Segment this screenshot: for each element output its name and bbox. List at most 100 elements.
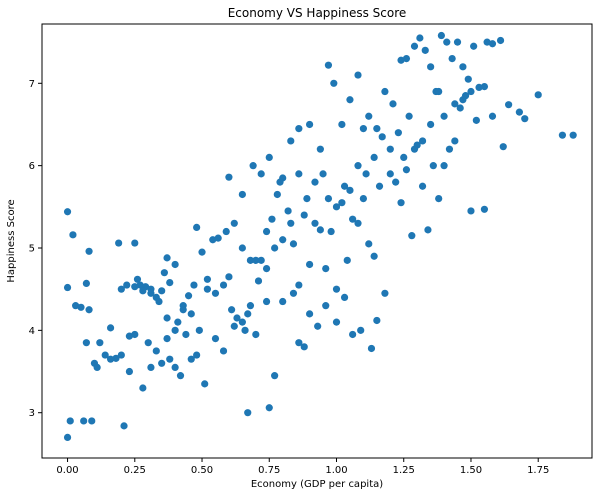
scatter-point: [238, 244, 246, 252]
scatter-point: [96, 339, 104, 347]
scatter-point: [402, 166, 411, 174]
scatter-point: [257, 256, 265, 264]
y-tick-label: 6: [29, 161, 35, 172]
scatter-point: [300, 343, 308, 351]
scatter-point: [176, 372, 185, 380]
scatter-point: [184, 292, 193, 300]
scatter-point: [271, 372, 279, 380]
scatter-point: [63, 433, 72, 442]
scatter-point: [322, 302, 330, 310]
scatter-point: [381, 289, 389, 297]
scatter-point: [418, 137, 427, 145]
scatter-point: [354, 219, 362, 227]
scatter-point: [171, 326, 179, 334]
scatter-point: [440, 162, 448, 170]
scatter-point: [316, 145, 324, 153]
scatter-point: [295, 170, 303, 178]
x-tick-label: 0.75: [258, 465, 280, 476]
scatter-point: [314, 322, 322, 330]
x-tick-label: 0.00: [56, 465, 78, 476]
scatter-point: [182, 330, 190, 339]
scatter-point: [271, 244, 279, 252]
scatter-point: [435, 194, 443, 203]
scatter-point: [279, 297, 287, 306]
scatter-point: [166, 278, 174, 287]
scatter-point: [373, 316, 381, 325]
scatter-point: [284, 207, 292, 215]
scatter-point: [459, 63, 467, 71]
scatter-point: [362, 170, 370, 178]
scatter-point: [244, 409, 252, 417]
scatter-point: [424, 226, 432, 234]
scatter-point: [459, 96, 467, 104]
scatter-point: [273, 190, 281, 199]
scatter-point: [77, 303, 85, 311]
x-tick-label: 1.25: [393, 465, 415, 476]
scatter-point: [467, 207, 475, 215]
scatter-point: [203, 275, 212, 283]
scatter-point: [408, 232, 416, 240]
scatter-point: [230, 219, 238, 227]
scatter-point: [445, 145, 454, 153]
scatter-point: [203, 285, 212, 293]
scatter-point: [453, 38, 462, 46]
scatter-point: [402, 54, 411, 63]
x-tick-label: 0.50: [191, 465, 213, 476]
x-tick-label: 1.00: [325, 465, 347, 476]
scatter-point: [265, 153, 273, 162]
scatter-point: [195, 326, 203, 334]
scatter-point: [354, 71, 362, 79]
scatter-point: [359, 194, 367, 203]
scatter-point: [171, 260, 179, 269]
scatter-point: [418, 182, 427, 190]
y-tick-label: 4: [29, 326, 35, 337]
scatter-point: [375, 182, 384, 190]
scatter-point: [166, 355, 174, 363]
scatter-point: [82, 339, 90, 347]
scatter-point: [330, 79, 338, 87]
scatter-point: [69, 231, 77, 239]
scatter-point: [515, 108, 523, 116]
scatter-point: [252, 256, 260, 264]
scatter-point: [187, 355, 195, 363]
scatter-point: [316, 226, 324, 234]
x-tick-label: 1.50: [460, 465, 482, 476]
scatter-point: [397, 199, 405, 207]
scatter-point: [443, 38, 451, 46]
scatter-point: [569, 131, 577, 139]
scatter-point: [163, 334, 171, 343]
scatter-point: [233, 314, 241, 322]
scatter-point: [306, 120, 314, 129]
scatter-point: [332, 318, 341, 326]
scatter-point: [505, 101, 513, 109]
chart-title: Economy VS Happiness Score: [228, 6, 407, 20]
scatter-point: [244, 310, 252, 318]
scatter-point: [82, 279, 90, 288]
scatter-point: [85, 247, 93, 255]
scatter-point: [117, 285, 125, 293]
x-axis-label: Economy (GDP per capita): [251, 479, 383, 490]
scatter-point: [456, 104, 464, 112]
scatter-point: [262, 264, 271, 273]
scatter-point: [144, 339, 152, 347]
scatter-point: [131, 239, 139, 247]
scatter-point: [475, 83, 483, 92]
scatter-point: [346, 186, 354, 194]
scatter-point: [373, 124, 381, 133]
scatter-point: [147, 289, 155, 297]
scatter-point: [88, 417, 96, 425]
scatter-point: [464, 75, 472, 83]
scatter-point: [257, 170, 265, 178]
scatter-point: [338, 120, 346, 129]
scatter-point: [394, 129, 402, 137]
scatter-point: [319, 170, 327, 178]
scatter-point: [131, 330, 139, 339]
scatter-point: [115, 239, 123, 247]
scatter-point: [66, 417, 74, 425]
scatter-point: [201, 380, 209, 388]
scatter-point: [340, 182, 349, 190]
scatter-point: [225, 173, 233, 181]
scatter-point: [93, 363, 101, 372]
scatter-point: [163, 314, 171, 322]
scatter-point: [246, 256, 255, 264]
